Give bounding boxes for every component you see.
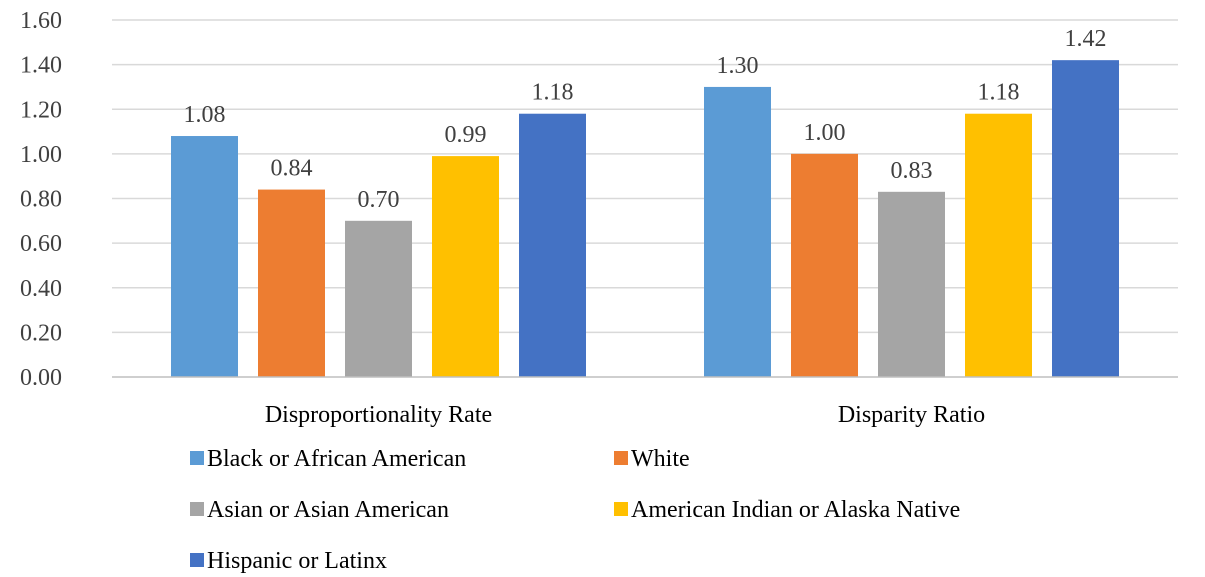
legend-label: Asian or Asian American (207, 497, 449, 523)
legend-label: Hispanic or Latinx (207, 548, 387, 574)
legend-swatch (190, 451, 204, 465)
bar (432, 156, 499, 377)
legend-swatch (614, 502, 628, 516)
data-label: 1.30 (717, 53, 759, 79)
data-label: 0.83 (891, 158, 933, 184)
data-label: 0.99 (445, 122, 487, 148)
legend: Black or African American White Asian or A… (190, 446, 960, 574)
y-tick-label: 1.40 (20, 53, 62, 79)
bar (791, 153, 858, 377)
data-label: 1.18 (978, 80, 1020, 106)
y-tick-label: 1.60 (20, 8, 62, 34)
bar (258, 189, 325, 377)
bar (345, 220, 412, 377)
bar (878, 191, 945, 377)
legend-item: Black or African American (190, 446, 466, 472)
legend-swatch (190, 502, 204, 516)
y-tick-label: 0.60 (20, 231, 62, 257)
legend-item: Asian or Asian American (190, 497, 449, 523)
y-axis-tick-labels: 0.00 0.20 0.40 0.60 0.80 1.00 1.20 1.40 1.60 (20, 8, 62, 391)
y-tick-label: 0.20 (20, 320, 62, 346)
legend-label: White (631, 446, 690, 472)
legend-label: Black or African American (207, 446, 466, 472)
legend-label: American Indian or Alaska Native (631, 497, 960, 523)
bar (1052, 60, 1119, 377)
bar (519, 113, 586, 378)
bar (704, 86, 771, 377)
data-label: 1.18 (532, 80, 574, 106)
data-label: 0.70 (358, 187, 400, 213)
y-tick-label: 1.20 (20, 97, 62, 123)
bar (965, 113, 1032, 378)
data-label: 0.84 (271, 156, 313, 182)
legend-swatch (190, 553, 204, 567)
data-label: 1.08 (184, 102, 226, 128)
bar (171, 136, 238, 377)
legend-item: American Indian or Alaska Native (614, 497, 960, 523)
category-labels: Disproportionality Rate Disparity Ratio (265, 402, 985, 428)
y-tick-label: 0.80 (20, 187, 62, 213)
data-label: 1.42 (1065, 26, 1107, 52)
y-tick-label: 1.00 (20, 142, 62, 168)
bars (171, 60, 1119, 378)
y-tick-label: 0.00 (20, 365, 62, 391)
data-label: 1.00 (804, 120, 846, 146)
legend-item: Hispanic or Latinx (190, 548, 387, 574)
legend-swatch (614, 451, 628, 465)
category-label: Disparity Ratio (838, 402, 985, 428)
data-labels: 1.08 0.84 0.70 0.99 1.18 1.30 1.00 0.83 1.18 1.42 (184, 26, 1107, 213)
y-tick-label: 0.40 (20, 276, 62, 302)
legend-item: White (614, 446, 690, 472)
category-label: Disproportionality Rate (265, 402, 492, 428)
